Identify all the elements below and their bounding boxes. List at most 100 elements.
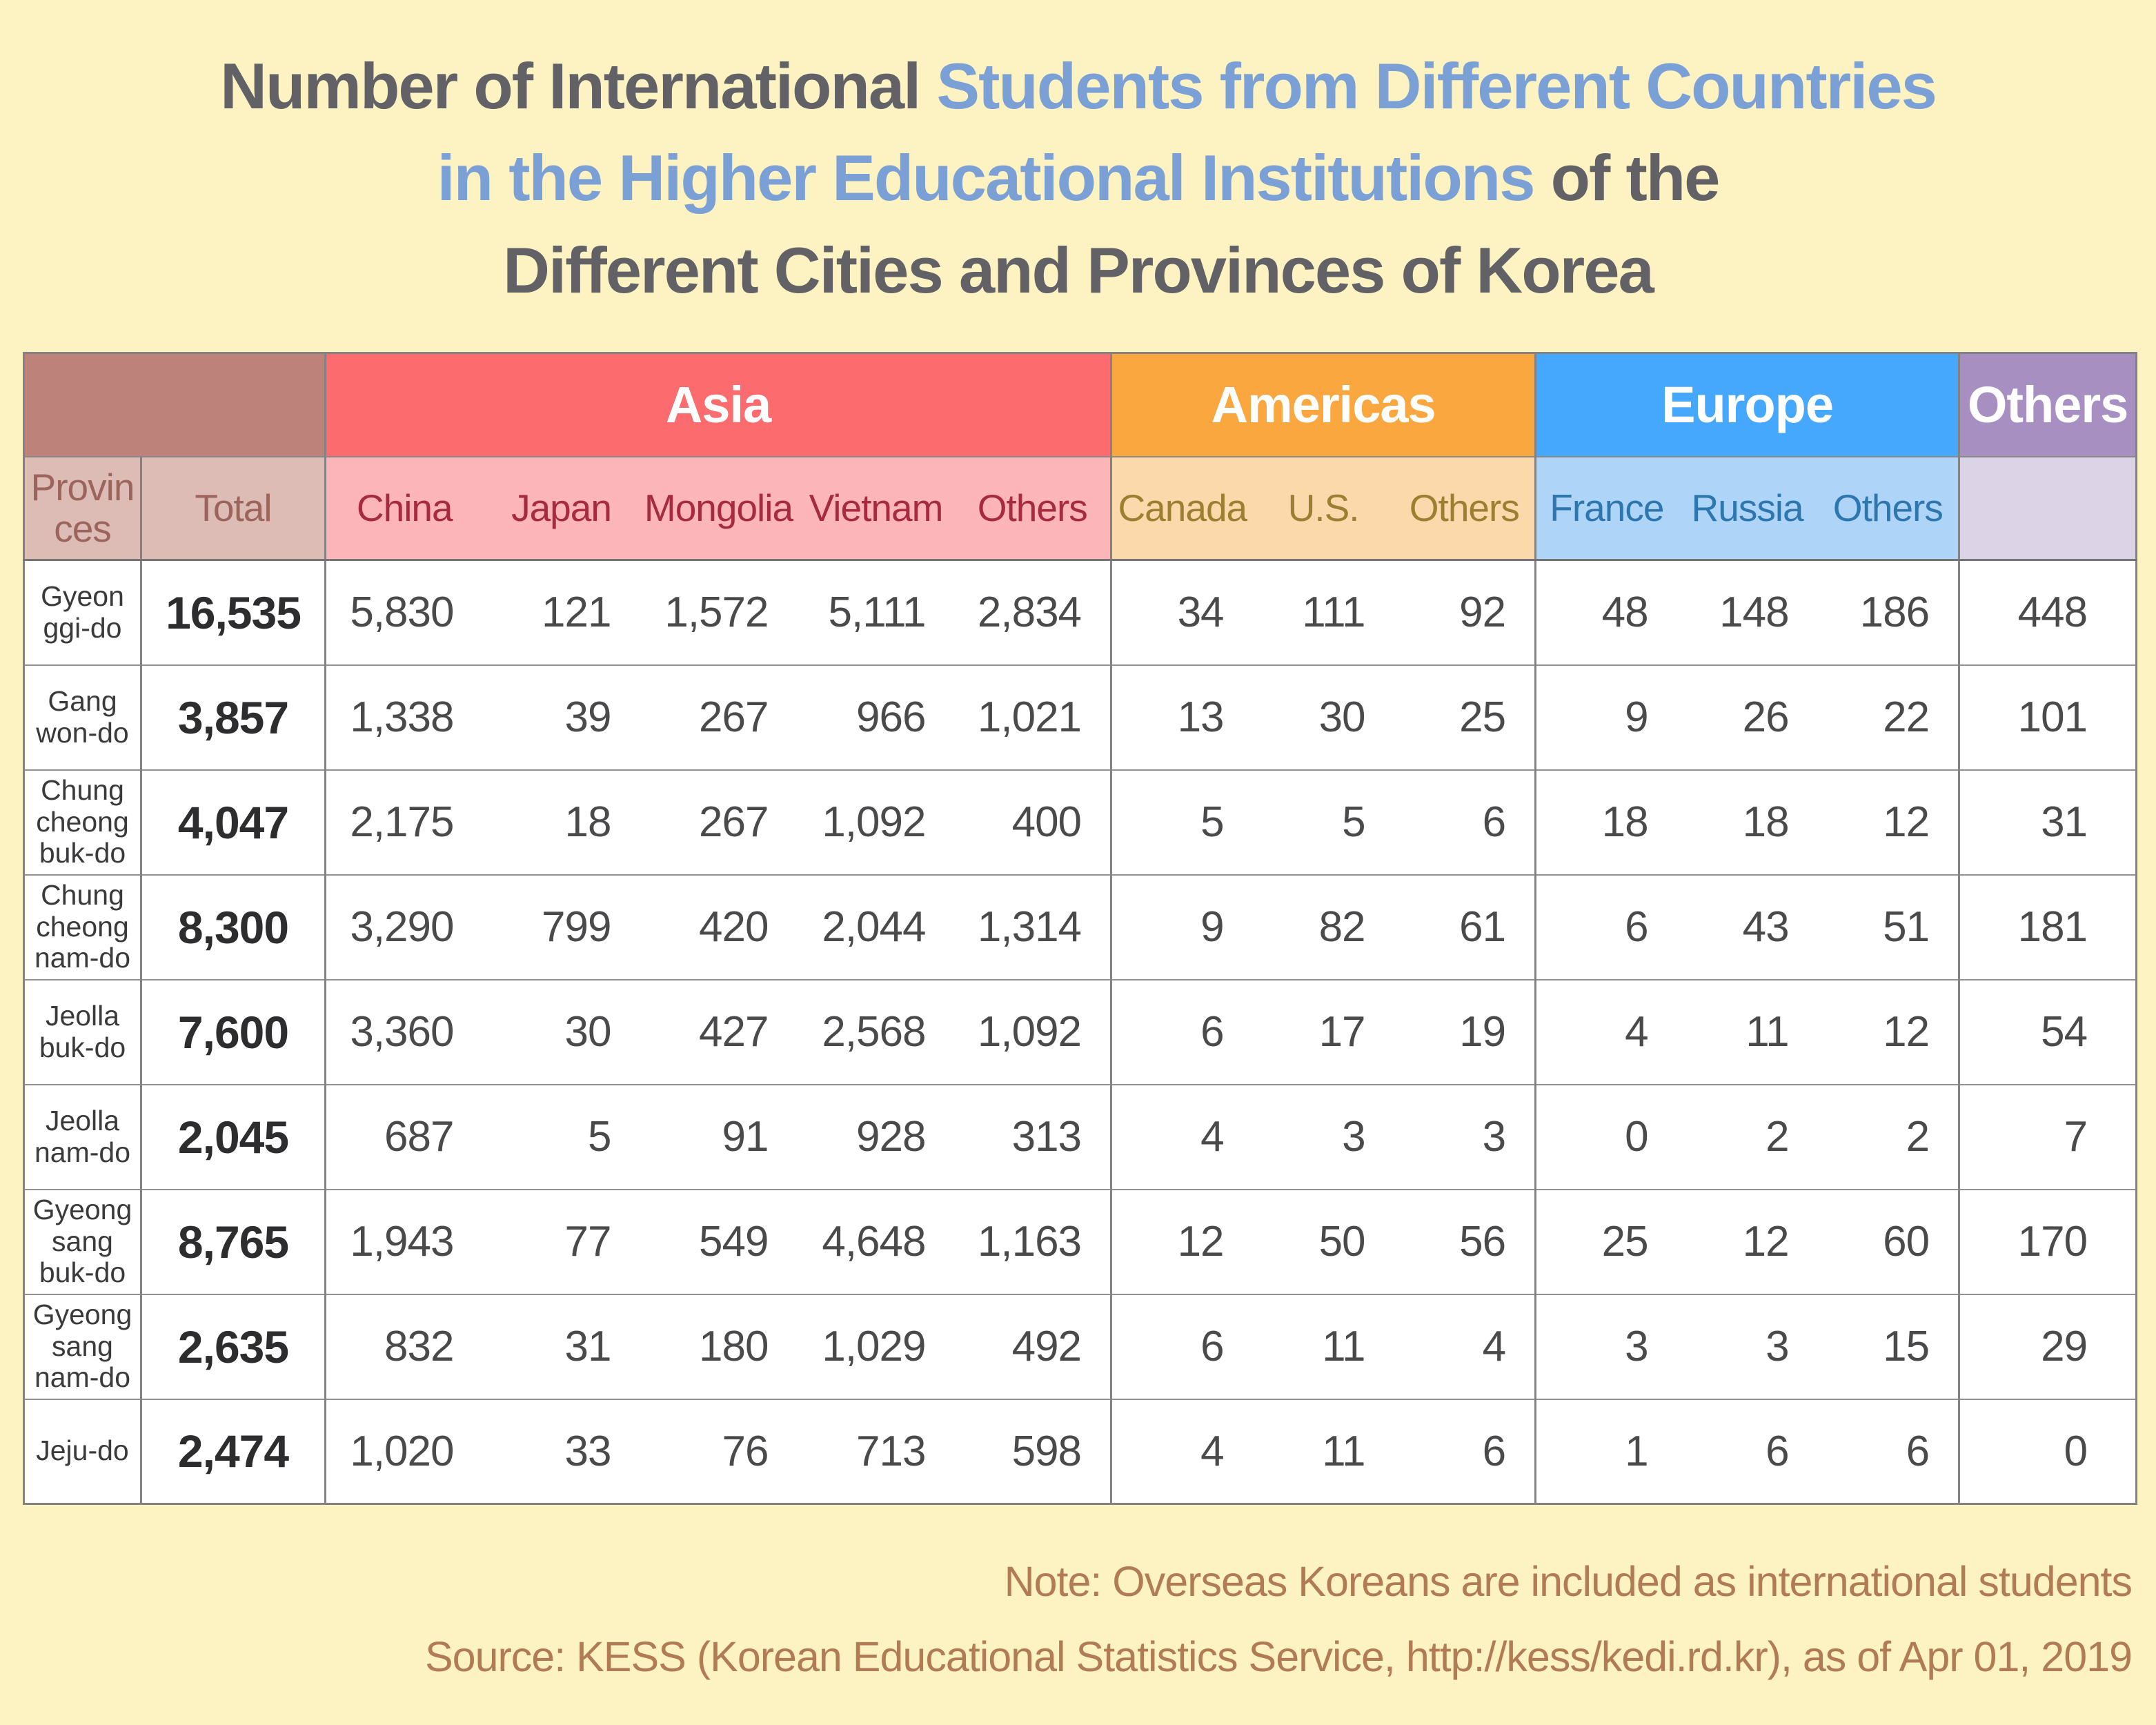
- value-cell: 6: [1817, 1399, 1959, 1504]
- province-cell: Gang won-do: [23, 664, 141, 771]
- value-cell: 5: [1252, 769, 1394, 876]
- col-header-provinces: Provin ces: [23, 456, 141, 561]
- total-cell: 4,047: [140, 769, 326, 876]
- value-cell: 687: [324, 1084, 483, 1190]
- page-title: Number of International Students from Di…: [0, 40, 2156, 316]
- value-cell: 1,020: [324, 1399, 483, 1504]
- value-cell: 4: [1110, 1084, 1253, 1190]
- table-row: Gyeong sang buk-do 8,765 1,943 77 549 4,648 1,…: [23, 1189, 2137, 1295]
- total-cell: 2,635: [140, 1294, 326, 1400]
- value-cell: 6: [1394, 769, 1536, 876]
- table-row: Jeolla buk-do 7,600 3,360 30 427 2,568 1,092 6 1…: [23, 979, 2137, 1085]
- value-cell: 111: [1252, 560, 1394, 666]
- value-cell: 420: [640, 874, 798, 980]
- value-cell: 2,044: [797, 874, 955, 980]
- value-cell: 3,360: [324, 979, 483, 1085]
- total-cell: 2,474: [140, 1399, 326, 1504]
- total-cell: 2,045: [140, 1084, 326, 1190]
- total-cell: 8,765: [140, 1189, 326, 1295]
- corner-cell: [23, 353, 326, 457]
- value-cell: 60: [1817, 1189, 1959, 1295]
- value-cell: 1,021: [954, 664, 1111, 771]
- col-header-china: China: [324, 456, 483, 561]
- table-body: Gyeon ggi-do 16,535 5,830 121 1,572 5,111 2,83…: [23, 560, 2137, 1504]
- note-text: Note: Overseas Koreans are included as i…: [1004, 1558, 2133, 1605]
- total-cell: 7,600: [140, 979, 326, 1085]
- title-segment: in the Higher Educational Institutions: [437, 141, 1536, 215]
- value-cell: 4: [1110, 1399, 1253, 1504]
- value-cell: 6: [1110, 1294, 1253, 1400]
- value-cell: 34: [1110, 560, 1253, 666]
- value-cell: 4,648: [797, 1189, 955, 1295]
- title-segment: Number of International: [220, 50, 937, 122]
- value-cell: 13: [1110, 664, 1253, 771]
- value-cell: 400: [954, 769, 1111, 876]
- province-cell: Chung cheong nam-do: [23, 874, 141, 980]
- value-cell: 1,314: [954, 874, 1111, 980]
- value-cell: 18: [482, 769, 640, 876]
- value-cell: 3: [1677, 1294, 1818, 1400]
- value-cell: 31: [482, 1294, 640, 1400]
- province-cell: Gyeong sang nam-do: [23, 1294, 141, 1400]
- value-cell: 18: [1534, 769, 1677, 876]
- value-cell: 9: [1534, 664, 1677, 771]
- value-cell: 966: [797, 664, 955, 771]
- value-cell: 25: [1534, 1189, 1677, 1295]
- total-cell: 16,535: [140, 560, 326, 666]
- value-cell: 5,830: [324, 560, 483, 666]
- value-cell: 427: [640, 979, 798, 1085]
- value-cell: 25: [1394, 664, 1536, 771]
- value-cell: 12: [1110, 1189, 1253, 1295]
- province-cell: Jeolla buk-do: [23, 979, 141, 1085]
- province-cell: Gyeong sang buk-do: [23, 1189, 141, 1295]
- value-cell: 448: [1958, 560, 2137, 666]
- value-cell: 313: [954, 1084, 1111, 1190]
- value-cell: 91: [640, 1084, 798, 1190]
- value-cell: 61: [1394, 874, 1536, 980]
- value-cell: 1: [1534, 1399, 1677, 1504]
- value-cell: 22: [1817, 664, 1959, 771]
- table-row: Gyeong sang nam-do 2,635 832 31 180 1,029 492 6…: [23, 1294, 2137, 1400]
- value-cell: 101: [1958, 664, 2137, 771]
- province-cell: Jeju-do: [23, 1399, 141, 1504]
- title-line-2: in the Higher Educational Institutions o…: [0, 132, 2156, 224]
- value-cell: 48: [1534, 560, 1677, 666]
- value-cell: 12: [1677, 1189, 1818, 1295]
- value-cell: 1,092: [797, 769, 955, 876]
- value-cell: 19: [1394, 979, 1536, 1085]
- value-cell: 1,029: [797, 1294, 955, 1400]
- value-cell: 33: [482, 1399, 640, 1504]
- value-cell: 82: [1252, 874, 1394, 980]
- value-cell: 1,338: [324, 664, 483, 771]
- value-cell: 180: [640, 1294, 798, 1400]
- table-head: Asia Americas Europe Others Provin ces T…: [23, 353, 2137, 561]
- value-cell: 3,290: [324, 874, 483, 980]
- col-header-canada: Canada: [1110, 456, 1253, 561]
- value-cell: 11: [1252, 1294, 1394, 1400]
- table-row: Gyeon ggi-do 16,535 5,830 121 1,572 5,111 2,83…: [23, 560, 2137, 666]
- table-row: Jeju-do 2,474 1,020 33 76 713 598 4 11 6 1 6 6 0: [23, 1399, 2137, 1504]
- value-cell: 6: [1534, 874, 1677, 980]
- value-cell: 54: [1958, 979, 2137, 1085]
- value-cell: 2,568: [797, 979, 955, 1085]
- col-header-vietnam: Vietnam: [797, 456, 955, 561]
- source-text: Source: KESS (Korean Educational Statist…: [424, 1633, 2133, 1680]
- province-cell: Gyeon ggi-do: [23, 560, 141, 666]
- value-cell: 5: [1110, 769, 1253, 876]
- value-cell: 267: [640, 664, 798, 771]
- value-cell: 4: [1394, 1294, 1536, 1400]
- value-cell: 6: [1110, 979, 1253, 1085]
- table-row: Jeolla nam-do 2,045 687 5 91 928 313 4 3 3 0 2 2 7: [23, 1084, 2137, 1190]
- value-cell: 56: [1394, 1189, 1536, 1295]
- value-cell: 9: [1110, 874, 1253, 980]
- footer-notes: Note: Overseas Koreans are included as i…: [424, 1544, 2133, 1694]
- value-cell: 12: [1817, 979, 1959, 1085]
- value-cell: 0: [1534, 1084, 1677, 1190]
- value-cell: 181: [1958, 874, 2137, 980]
- value-cell: 43: [1677, 874, 1818, 980]
- value-cell: 5,111: [797, 560, 955, 666]
- value-cell: 11: [1677, 979, 1818, 1085]
- value-cell: 549: [640, 1189, 798, 1295]
- value-cell: 29: [1958, 1294, 2137, 1400]
- value-cell: 186: [1817, 560, 1959, 666]
